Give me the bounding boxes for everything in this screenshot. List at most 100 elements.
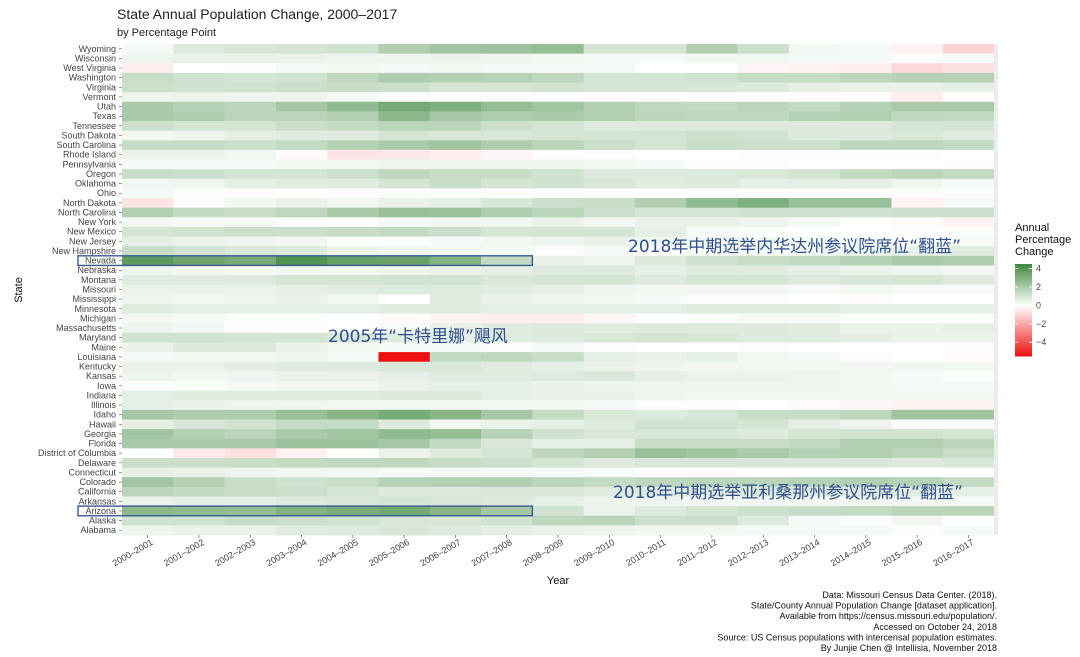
heatmap-cell xyxy=(429,140,482,151)
heatmap-cell xyxy=(942,63,995,74)
heatmap-cell xyxy=(122,178,174,189)
heatmap-cell xyxy=(686,255,738,266)
heatmap-cell xyxy=(224,217,277,228)
heatmap-cell xyxy=(737,506,790,517)
heatmap-cell xyxy=(327,323,379,334)
heatmap-cell xyxy=(583,140,636,151)
heatmap-cell xyxy=(378,332,431,343)
heatmap-cell xyxy=(224,275,277,286)
x-tick-label: 2003–2004 xyxy=(265,537,309,568)
heatmap-cell xyxy=(481,236,533,247)
heatmap-cell xyxy=(942,178,995,189)
heatmap-cell xyxy=(224,265,277,276)
y-tick-label: California xyxy=(78,487,116,497)
heatmap-cell xyxy=(122,130,174,141)
heatmap-cell xyxy=(634,236,687,247)
heatmap-cell xyxy=(788,332,841,343)
y-tick-label: Indiana xyxy=(86,390,116,400)
heatmap-cell xyxy=(583,121,636,132)
heatmap-cell xyxy=(788,226,841,237)
heatmap-cell xyxy=(378,496,431,507)
heatmap-cell xyxy=(686,149,738,160)
legend-color-step xyxy=(1015,319,1032,322)
heatmap-cell xyxy=(788,159,841,170)
legend-color-step xyxy=(1015,302,1032,305)
heatmap-cell xyxy=(737,111,790,122)
heatmap-cell xyxy=(224,188,277,199)
heatmap-cell xyxy=(122,525,174,536)
legend-color-step xyxy=(1015,273,1032,276)
heatmap-cell xyxy=(224,323,277,334)
heatmap-cell xyxy=(891,409,944,420)
legend-color-step xyxy=(1015,316,1032,319)
heatmap-cell xyxy=(686,275,738,286)
heatmap-cell xyxy=(686,53,738,64)
heatmap-cell xyxy=(942,236,995,247)
y-tick-label: Kansas xyxy=(86,371,117,381)
heatmap-cell xyxy=(378,130,431,141)
heatmap-cell xyxy=(532,169,585,180)
heatmap-cell xyxy=(788,188,841,199)
heatmap-cell xyxy=(122,140,174,151)
heatmap-cell xyxy=(327,477,379,488)
chart-title: State Annual Population Change, 2000–201… xyxy=(117,6,397,22)
heatmap-cell xyxy=(173,130,225,141)
heatmap-cell xyxy=(788,525,841,536)
heatmap-cell xyxy=(224,313,277,324)
annotation-boxes xyxy=(77,255,534,517)
heatmap-cell xyxy=(429,400,482,411)
heatmap-cell xyxy=(686,409,738,420)
heatmap-cell xyxy=(122,448,174,459)
heatmap-cell xyxy=(840,352,892,363)
heatmap-cell xyxy=(481,448,533,459)
heatmap-cell xyxy=(840,342,892,353)
heatmap-cell xyxy=(275,92,328,103)
heatmap-cell xyxy=(327,380,379,391)
heatmap-cell xyxy=(481,438,533,449)
heatmap-cell xyxy=(173,284,225,295)
heatmap-cell xyxy=(224,515,277,526)
heatmap-cell xyxy=(583,178,636,189)
heatmap-cell xyxy=(737,467,790,478)
heatmap-cell xyxy=(634,409,687,420)
heatmap-cell xyxy=(634,457,687,469)
y-tick-label: Rhode Island xyxy=(63,150,116,160)
heatmap-cell xyxy=(532,332,585,343)
x-tick-label: 2014–2015 xyxy=(829,537,873,568)
y-tick-label: Oregon xyxy=(86,169,116,179)
legend-color-step xyxy=(1015,346,1032,349)
heatmap-cell xyxy=(840,63,892,74)
heatmap-cell xyxy=(378,188,431,199)
heatmap-cell xyxy=(788,303,841,314)
heatmap-cell xyxy=(378,525,431,536)
heatmap-cell xyxy=(891,361,944,372)
heatmap-cell xyxy=(583,130,636,141)
heatmap-cell xyxy=(173,255,225,266)
heatmap-cell xyxy=(583,101,636,112)
heatmap-cell xyxy=(173,44,225,55)
heatmap-cell xyxy=(788,246,841,257)
heatmap-cell xyxy=(122,486,174,497)
heatmap-cell xyxy=(686,332,738,343)
heatmap-cell xyxy=(634,82,687,93)
y-tick-label: Michigan xyxy=(80,313,116,323)
heatmap-cell xyxy=(327,294,379,305)
heatmap-cell xyxy=(224,207,277,218)
heatmap-cell xyxy=(378,121,431,132)
legend-tick-label: 4 xyxy=(1036,264,1041,274)
heatmap-cell xyxy=(481,159,533,170)
heatmap-cell xyxy=(583,429,636,440)
y-tick-label: Georgia xyxy=(84,429,116,439)
y-tick-label: Idaho xyxy=(93,410,116,420)
legend-color-step xyxy=(1015,308,1032,311)
heatmap-cell xyxy=(840,467,892,478)
heatmap-cell xyxy=(891,400,944,411)
y-tick-label: Maryland xyxy=(79,333,116,343)
heatmap-cell xyxy=(942,332,995,343)
heatmap-cell xyxy=(788,457,841,469)
heatmap-cell xyxy=(840,506,892,517)
heatmap-cell xyxy=(583,169,636,180)
heatmap-cell xyxy=(634,207,687,218)
heatmap-cell xyxy=(788,371,841,382)
heatmap-cell xyxy=(481,207,533,218)
